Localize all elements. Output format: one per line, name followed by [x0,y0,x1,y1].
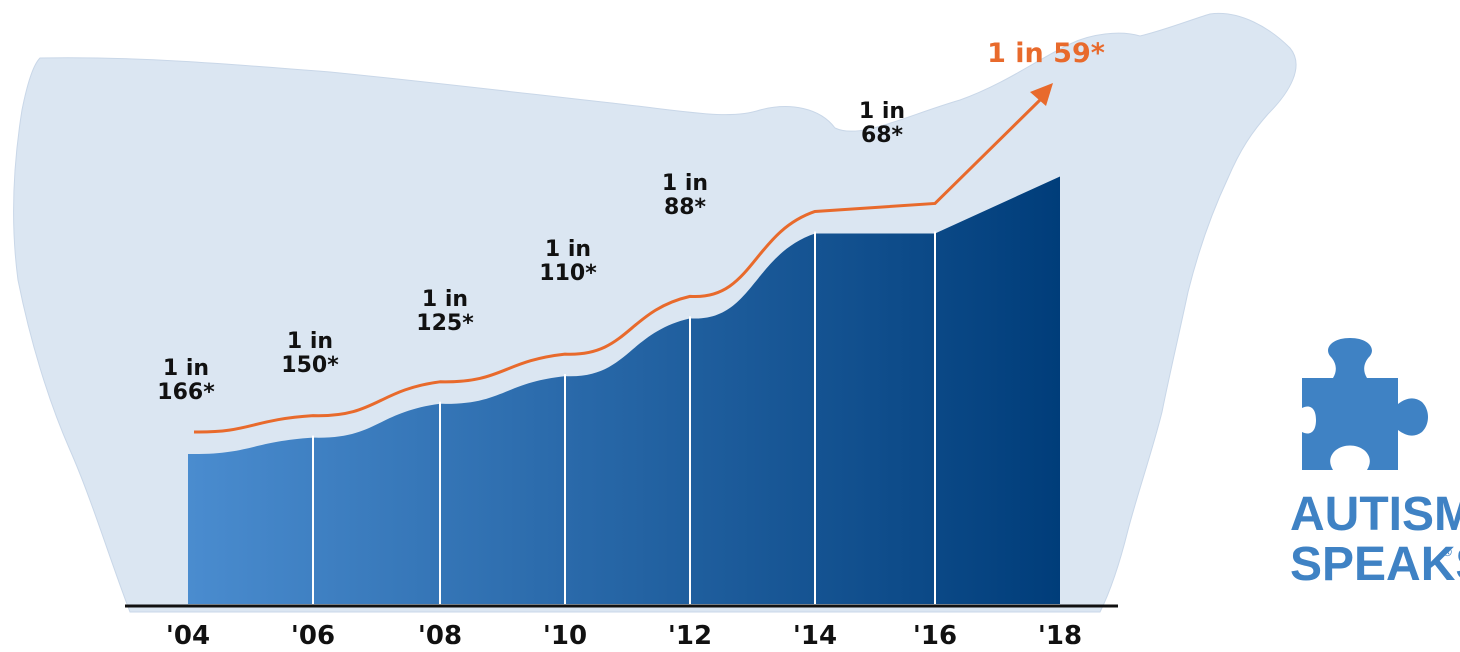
data-label: 1 in 166* [157,356,215,405]
prevalence-area [188,176,1060,605]
data-label: 1 in 110* [539,237,597,286]
trend-arrow [193,98,1042,434]
tick-label: '08 [418,621,462,651]
data-label: 1 in 150* [281,329,339,378]
brand-line-1: AUTISM [1290,488,1460,541]
data-label: 1 in 68* [859,99,905,148]
trend-arrow-head [1030,83,1053,106]
bars [188,176,1060,605]
registered-mark: ® [1443,545,1452,559]
x-axis-ticks: '04 '06 '08 '10 '12 '14 '16 '18 [166,621,1082,651]
puzzle-piece-icon [1302,338,1428,470]
tick-label: '04 [166,621,210,651]
data-label: 1 in 88* [662,171,708,220]
brand-line-2: SPEAKS [1290,538,1460,591]
data-labels: 1 in 166* 1 in 150* 1 in 125* 1 in 110* 1 in 88* 1… [157,38,1105,405]
data-label: 1 in 125* [416,287,474,336]
tick-label: '10 [543,621,587,651]
autism-speaks-logo: AUTISM SPEAKS ® [1290,338,1460,591]
tick-label: '14 [793,621,837,651]
tick-label: '12 [668,621,712,651]
tick-label: '06 [291,621,335,651]
tick-label: '16 [913,621,957,651]
tick-label: '18 [1038,621,1082,651]
data-label: 1 in 59* [987,38,1105,69]
